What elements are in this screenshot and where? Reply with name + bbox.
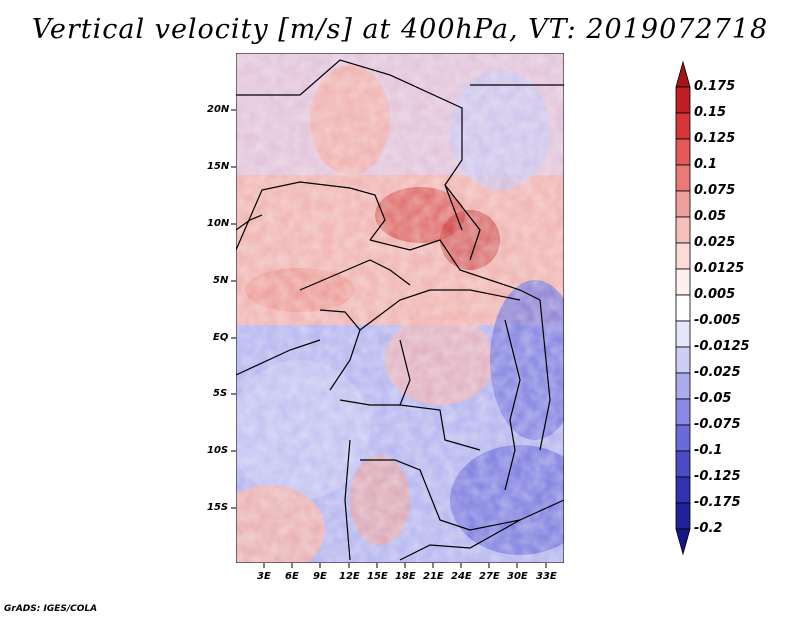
- lat-label: 10S: [207, 445, 229, 456]
- lon-label: 3E: [257, 571, 271, 582]
- colorbar-label: -0.075: [694, 417, 741, 432]
- lon-label: 27E: [479, 571, 500, 582]
- colorbar-label: 0.175: [694, 79, 736, 94]
- lon-label: 21E: [423, 571, 444, 582]
- colorbar-swatch: [675, 398, 691, 426]
- lon-label: 9E: [313, 571, 327, 582]
- lon-label: 30E: [507, 571, 528, 582]
- colorbar-label: -0.125: [694, 469, 741, 484]
- lat-label: 5N: [213, 275, 229, 286]
- colorbar-swatch: [675, 528, 691, 556]
- axis-ticks: [231, 109, 547, 568]
- colorbar-label: -0.1: [694, 443, 723, 458]
- colorbar-label: 0.1: [694, 157, 718, 172]
- colorbar-label: 0.125: [694, 131, 736, 146]
- colorbar-swatch: [675, 86, 691, 114]
- colorbar-label: 0.005: [694, 287, 736, 302]
- colorbar-swatch: [675, 164, 691, 192]
- lon-label: 12E: [339, 571, 360, 582]
- colorbar-swatch: [675, 216, 691, 244]
- lon-label: 6E: [285, 571, 299, 582]
- colorbar-label: 0.05: [694, 209, 727, 224]
- colorbar-swatch: [675, 138, 691, 166]
- colorbar-swatch: [675, 268, 691, 296]
- colorbar-swatch: [675, 190, 691, 218]
- credit-text: GrADS: IGES/COLA: [4, 604, 98, 614]
- lat-label: 10N: [207, 218, 230, 229]
- colorbar-label: -0.05: [694, 391, 732, 406]
- colorbar-label: 0.025: [694, 235, 736, 250]
- velocity-field: [236, 53, 564, 563]
- lat-label: EQ: [213, 332, 229, 343]
- lat-label: 15S: [207, 502, 229, 513]
- lat-label: 5S: [213, 388, 228, 399]
- colorbar-swatch: [675, 320, 691, 348]
- colorbar-swatch: [675, 450, 691, 478]
- colorbar-label: 0.0125: [694, 261, 745, 276]
- colorbar-swatch: [675, 294, 691, 322]
- colorbar-swatch: [675, 372, 691, 400]
- lon-label: 24E: [451, 571, 472, 582]
- colorbar-label: 0.075: [694, 183, 736, 198]
- lon-label: 15E: [367, 571, 388, 582]
- chart-title: Vertical velocity [m/s] at 400hPa, VT: 2…: [31, 14, 769, 45]
- colorbar-label: 0.15: [694, 105, 727, 120]
- colorbar-swatch: [675, 242, 691, 270]
- colorbar-label: -0.005: [694, 313, 741, 328]
- colorbar-label: -0.2: [694, 521, 723, 536]
- colorbar-label: -0.0125: [694, 339, 750, 354]
- colorbar-label: -0.025: [694, 365, 741, 380]
- colorbar-swatch: [675, 112, 691, 140]
- colorbar-swatch: [675, 502, 691, 530]
- colorbar-swatch: [675, 60, 691, 88]
- colorbar-swatch: [675, 424, 691, 452]
- colorbar-swatch: [675, 346, 691, 374]
- lat-label: 15N: [207, 161, 230, 172]
- colorbar-swatch: [675, 476, 691, 504]
- lon-label: 33E: [536, 571, 557, 582]
- lat-label: 20N: [207, 104, 230, 115]
- colorbar-label: -0.175: [694, 495, 741, 510]
- lon-label: 18E: [395, 571, 416, 582]
- colorbar: [675, 60, 691, 556]
